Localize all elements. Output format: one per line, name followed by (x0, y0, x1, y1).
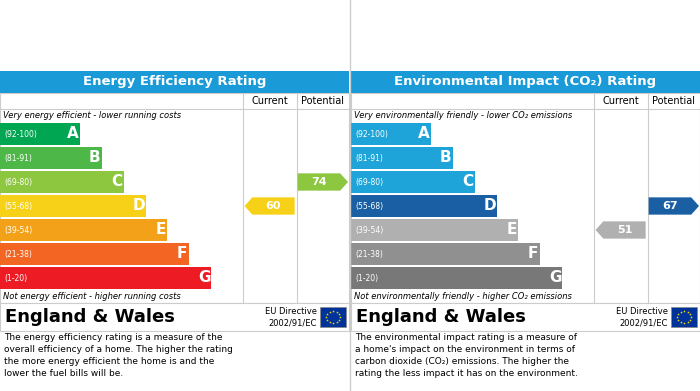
Text: C: C (462, 174, 473, 190)
Text: Current: Current (251, 96, 288, 106)
Text: (55-68): (55-68) (4, 201, 32, 210)
Bar (0, 267, 211, 289)
Text: (69-80): (69-80) (4, 178, 32, 187)
Text: Environmental Impact (CO₂) Rating: Environmental Impact (CO₂) Rating (394, 75, 657, 88)
Text: (39-54): (39-54) (4, 226, 32, 235)
Text: EU Directive
2002/91/EC: EU Directive 2002/91/EC (616, 307, 668, 327)
Text: (55-68): (55-68) (355, 201, 383, 210)
Polygon shape (244, 197, 295, 215)
Text: Potential: Potential (301, 96, 344, 106)
Bar (351, 219, 519, 241)
Text: D: D (483, 199, 496, 213)
Bar (351, 171, 475, 193)
Bar (0, 123, 80, 145)
Bar (0, 303, 349, 331)
Bar (0, 243, 189, 265)
Text: C: C (111, 174, 122, 190)
Text: (81-91): (81-91) (4, 154, 32, 163)
Text: 67: 67 (662, 201, 678, 211)
Text: Potential: Potential (652, 96, 695, 106)
Text: (21-38): (21-38) (4, 249, 32, 258)
Text: G: G (549, 271, 561, 285)
Bar (0, 71, 349, 93)
Text: EU Directive
2002/91/EC: EU Directive 2002/91/EC (265, 307, 317, 327)
Text: (21-38): (21-38) (355, 249, 383, 258)
Bar (0, 195, 146, 217)
Bar (0, 147, 102, 169)
Bar (351, 147, 453, 169)
Bar (351, 303, 700, 331)
Text: (1-20): (1-20) (355, 273, 378, 283)
Text: F: F (177, 246, 188, 262)
Text: (1-20): (1-20) (4, 273, 27, 283)
Bar (351, 93, 700, 303)
Polygon shape (596, 221, 645, 239)
Text: Not environmentally friendly - higher CO₂ emissions: Not environmentally friendly - higher CO… (354, 292, 572, 301)
Text: A: A (67, 127, 79, 142)
Text: Not energy efficient - higher running costs: Not energy efficient - higher running co… (3, 292, 181, 301)
Text: Current: Current (602, 96, 639, 106)
Text: (92-100): (92-100) (4, 129, 37, 138)
Text: The energy efficiency rating is a measure of the
overall efficiency of a home. T: The energy efficiency rating is a measur… (4, 333, 233, 378)
Text: 74: 74 (311, 177, 327, 187)
Text: E: E (155, 222, 166, 237)
Text: 51: 51 (617, 225, 632, 235)
Text: (69-80): (69-80) (355, 178, 383, 187)
Text: B: B (440, 151, 452, 165)
Text: The environmental impact rating is a measure of
a home's impact on the environme: The environmental impact rating is a mea… (355, 333, 578, 378)
Text: B: B (89, 151, 101, 165)
Bar (351, 195, 496, 217)
Bar (351, 123, 431, 145)
Bar (320, 307, 346, 327)
Bar (351, 267, 562, 289)
Text: A: A (418, 127, 430, 142)
Text: E: E (506, 222, 517, 237)
Polygon shape (649, 197, 699, 215)
Text: Very energy efficient - lower running costs: Very energy efficient - lower running co… (3, 111, 181, 120)
Bar (0, 93, 349, 303)
Text: (92-100): (92-100) (355, 129, 388, 138)
Text: F: F (528, 246, 538, 262)
Text: D: D (132, 199, 145, 213)
Text: Energy Efficiency Rating: Energy Efficiency Rating (83, 75, 266, 88)
Text: (81-91): (81-91) (355, 154, 383, 163)
Bar (351, 243, 540, 265)
Bar (0, 171, 124, 193)
Text: Very environmentally friendly - lower CO₂ emissions: Very environmentally friendly - lower CO… (354, 111, 573, 120)
Text: 60: 60 (266, 201, 281, 211)
Polygon shape (298, 173, 348, 191)
Bar (0, 219, 167, 241)
Text: G: G (198, 271, 210, 285)
Bar (671, 307, 697, 327)
Bar (351, 71, 700, 93)
Text: England & Wales: England & Wales (5, 308, 175, 326)
Text: England & Wales: England & Wales (356, 308, 526, 326)
Text: (39-54): (39-54) (355, 226, 384, 235)
